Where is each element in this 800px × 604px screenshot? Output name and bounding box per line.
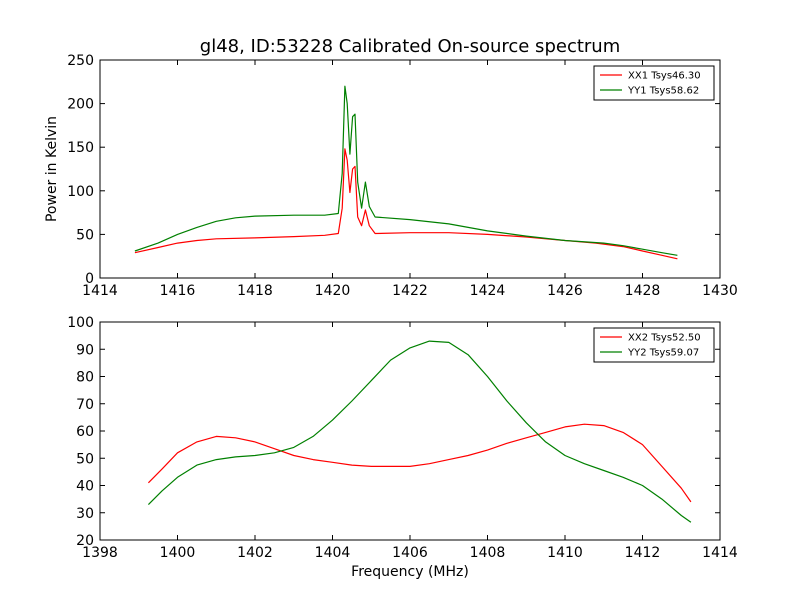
top-x-tick-label: 1420 bbox=[315, 283, 351, 299]
top-panel-legend: XX1 Tsys46.30 YY1 Tsys58.62 bbox=[593, 65, 715, 101]
bottom-panel-frame bbox=[99, 321, 721, 541]
bottom-y-tick-label: 20 bbox=[76, 533, 94, 549]
top-x-tick-label: 1430 bbox=[702, 283, 738, 299]
top-y-tick-label: 0 bbox=[85, 271, 94, 287]
top-y-tick-label: 150 bbox=[67, 140, 94, 156]
bottom-y-tick-label: 30 bbox=[76, 506, 94, 522]
bottom-y-tick-label: 50 bbox=[76, 451, 94, 467]
bottom-x-tick-label: 1408 bbox=[470, 545, 506, 561]
legend-label-xx2: XX2 Tsys52.50 bbox=[628, 333, 701, 344]
bottom-x-tick-label: 1412 bbox=[625, 545, 661, 561]
top-x-tick-label: 1414 bbox=[82, 283, 118, 299]
bottom-y-tick-label: 60 bbox=[76, 424, 94, 440]
bottom-panel-legend: XX2 Tsys52.50 YY2 Tsys59.07 bbox=[593, 327, 715, 363]
bottom-y-tick-label: 70 bbox=[76, 397, 94, 413]
top-panel-ticks: 1414 1416 1418 1420 1422 1424 1426 1428 1430 0 50 1… bbox=[67, 53, 738, 299]
top-panel-frame bbox=[99, 59, 721, 279]
bottom-panel-series bbox=[147, 340, 692, 523]
top-y-tick-label: 250 bbox=[67, 53, 94, 69]
legend-box bbox=[593, 65, 715, 101]
bottom-y-tick-label: 100 bbox=[67, 315, 94, 331]
legend-label-xx1: XX1 Tsys46.30 bbox=[628, 71, 701, 82]
chart-title: gl48, ID:53228 Calibrated On-source spec… bbox=[200, 36, 620, 57]
top-y-tick-label: 50 bbox=[76, 227, 94, 243]
bottom-x-tick-label: 1398 bbox=[82, 545, 118, 561]
top-x-tick-label: 1428 bbox=[625, 283, 661, 299]
bottom-panel-ticks: 1398 1400 1402 1404 1406 1408 1410 1412 1414 20 30… bbox=[67, 315, 738, 561]
bottom-x-tick-label: 1414 bbox=[702, 545, 738, 561]
bottom-x-tick-label: 1402 bbox=[237, 545, 273, 561]
bottom-x-tick-label: 1400 bbox=[160, 545, 196, 561]
top-x-tick-label: 1426 bbox=[547, 283, 583, 299]
top-y-tick-label: 200 bbox=[67, 97, 94, 113]
bottom-x-tick-label: 1404 bbox=[315, 545, 351, 561]
top-x-tick-label: 1418 bbox=[237, 283, 273, 299]
top-x-tick-label: 1422 bbox=[392, 283, 428, 299]
top-x-tick-label: 1424 bbox=[470, 283, 506, 299]
bottom-series-line-0 bbox=[147, 423, 692, 503]
bottom-x-tick-label: 1410 bbox=[547, 545, 583, 561]
top-x-tick-label: 1416 bbox=[160, 283, 196, 299]
y-axis-label: Power in Kelvin bbox=[44, 116, 60, 222]
top-y-tick-label: 100 bbox=[67, 184, 94, 200]
bottom-panel: 1398 1400 1402 1404 1406 1408 1410 1412 1414 20 30… bbox=[67, 315, 738, 580]
legend-label-yy2: YY2 Tsys59.07 bbox=[627, 348, 699, 359]
x-axis-label: Frequency (MHz) bbox=[351, 564, 469, 580]
bottom-y-tick-label: 80 bbox=[76, 370, 94, 386]
legend-label-yy1: YY1 Tsys58.62 bbox=[627, 86, 699, 97]
legend-box bbox=[593, 327, 715, 363]
bottom-y-tick-label: 40 bbox=[76, 479, 94, 495]
bottom-y-tick-label: 90 bbox=[76, 342, 94, 358]
top-panel-series bbox=[134, 85, 678, 260]
top-series-line-1 bbox=[134, 85, 678, 256]
top-panel: gl48, ID:53228 Calibrated On-source spec… bbox=[44, 36, 738, 299]
bottom-x-tick-label: 1406 bbox=[392, 545, 428, 561]
bottom-series-line-1 bbox=[147, 340, 692, 523]
